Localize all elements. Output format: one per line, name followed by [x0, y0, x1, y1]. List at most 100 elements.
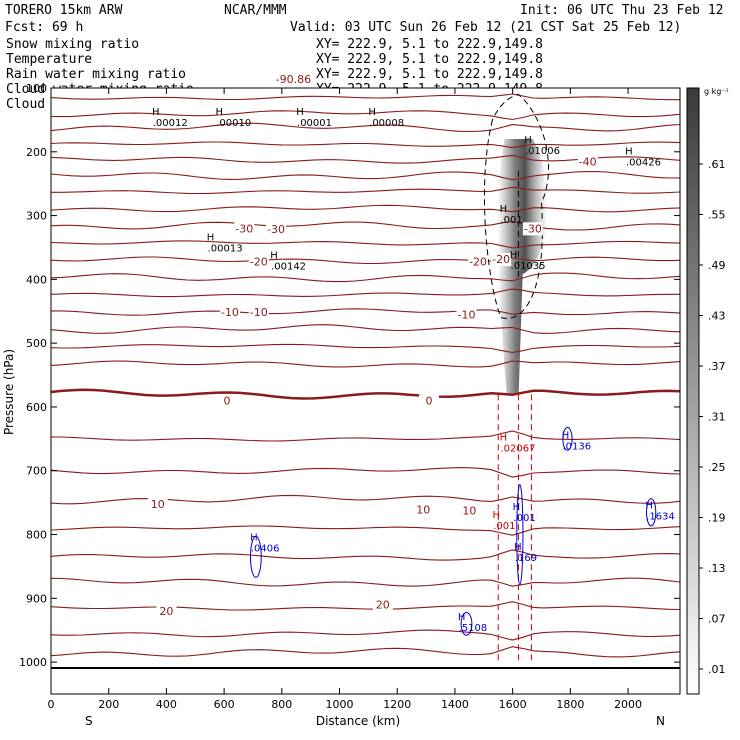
colorbar-label: .49	[708, 259, 726, 272]
cloudwater-high-marker: H	[458, 612, 466, 623]
isotherm-label: -40	[579, 155, 597, 168]
snow-high-marker: H	[510, 250, 518, 261]
snow-high-value: .00142	[271, 262, 306, 273]
isotherm	[51, 549, 680, 561]
isotherm-label-bg	[147, 497, 168, 511]
snow-high-marker: H	[625, 147, 633, 158]
y-tick-label: 100	[26, 82, 47, 95]
isotherm	[51, 171, 680, 181]
x-tick-label: 1400	[441, 698, 469, 711]
temperature-contours	[51, 93, 680, 658]
isotherm	[51, 240, 680, 249]
colorbar-label: .55	[708, 209, 726, 222]
isotherm	[51, 93, 680, 101]
x-tick-label: 600	[214, 698, 235, 711]
cloudwater-high-marker: H	[562, 430, 570, 441]
y-tick-label: 600	[26, 401, 47, 414]
forecast-hour: Fcst: 69 h	[5, 20, 83, 35]
cloudwater-high-marker: H	[645, 501, 653, 512]
rain-high-marker: H	[492, 510, 500, 521]
isotherm	[51, 343, 680, 354]
snow-high-marker: H	[524, 135, 532, 146]
rain-high-value: .02067	[500, 443, 535, 454]
colorbar-units: g kg⁻¹	[704, 87, 729, 96]
x-tick-label: 0	[48, 698, 55, 711]
isotherm	[51, 272, 680, 283]
cloudwater-contour	[516, 484, 524, 586]
colorbar-label: .13	[708, 562, 726, 575]
isotherm-label: -30	[235, 222, 253, 235]
cloudwater-high-value: .0406	[251, 543, 280, 554]
x-tick-label: 200	[98, 698, 119, 711]
snow-high-value: .00001	[297, 118, 332, 129]
isotherm-label-bg	[372, 598, 393, 612]
isotherm-label: -10	[458, 308, 476, 321]
y-tick-label: 900	[26, 592, 47, 605]
north-end-label: N	[656, 714, 665, 728]
snow-high-value: .00012	[153, 118, 188, 129]
x-tick-label: 1600	[499, 698, 527, 711]
isotherm	[51, 141, 680, 149]
snow-high-value: .00426	[626, 158, 661, 169]
cloudwater-contour	[249, 535, 262, 578]
snow-high-marker: H	[207, 233, 215, 244]
legend-field-coords: XY= 222.9, 5.1 to 222.9,149.8	[316, 67, 543, 82]
isotherm-label: -30	[524, 222, 542, 235]
cloudwater-high-value: .1634	[646, 512, 675, 523]
isotherm-label-bg	[234, 222, 255, 236]
isotherm	[51, 154, 680, 164]
legend-field-name: Temperature	[6, 52, 92, 67]
isotherm	[51, 110, 680, 121]
legend-field-coords: XY= 222.9, 5.1 to 222.9,149.8	[316, 52, 543, 67]
isotherm-label: -10	[221, 306, 239, 319]
isotherm	[51, 122, 680, 133]
isotherm-label: 10	[416, 504, 430, 517]
plot-background	[51, 88, 680, 694]
y-tick-label: 700	[26, 465, 47, 478]
isotherm-label-bg	[413, 503, 434, 517]
cloudwater-high-marker: H	[250, 532, 258, 543]
isotherm-label: -20	[250, 256, 268, 269]
isotherm-label-bg	[219, 305, 240, 319]
isotherm-label: -20	[492, 253, 510, 266]
legend-field-coords: XY= 222.9, 5.1 to 222.9,149.8	[316, 37, 543, 52]
isotherm	[51, 256, 680, 265]
cloudwater-contour	[460, 611, 473, 636]
x-tick-label: 1800	[556, 698, 584, 711]
isotherm	[51, 308, 680, 316]
south-end-label: S	[85, 714, 93, 728]
snow-high-marker: H	[296, 107, 304, 118]
cloudwater-contour	[646, 498, 657, 527]
colorbar-label: .61	[708, 158, 726, 171]
y-tick-label: 300	[26, 210, 47, 223]
isotherm	[51, 601, 680, 611]
snow-high-value: .01006	[525, 146, 560, 157]
isotherm	[51, 629, 680, 641]
colorbar-label: .43	[708, 310, 726, 323]
legend-field-name: Rain water mixing ratio	[6, 67, 186, 82]
colorbar-label: .31	[708, 411, 726, 424]
isotherm-label: 0	[425, 395, 432, 408]
isotherm-label: -20	[469, 256, 487, 269]
snow-high-marker: H	[368, 107, 376, 118]
isotherm	[51, 430, 680, 442]
cloudwater-high-marker: H	[514, 542, 522, 553]
isotherm-label: -10	[250, 306, 268, 319]
cloud-ice-shading	[497, 139, 548, 395]
isotherm	[51, 204, 680, 213]
isotherm-label-bg	[468, 255, 489, 269]
cloudwater-high-marker: H	[513, 502, 521, 513]
cloudwater-high-value: .5108	[459, 623, 488, 634]
x-tick-label: 1000	[326, 698, 354, 711]
rain-high-marker: H	[500, 432, 508, 443]
isotherm-label-bg	[156, 605, 177, 619]
y-tick-label: 200	[26, 146, 47, 159]
legend-field-name: Snow mixing ratio	[6, 37, 139, 52]
isotherm-label-bg	[522, 222, 543, 236]
x-tick-label: 400	[156, 698, 177, 711]
snow-high-value: .00013	[208, 244, 243, 255]
isotherm-label: 10	[151, 498, 165, 511]
isotherm-label-bg	[491, 252, 512, 266]
isotherm	[51, 360, 680, 368]
